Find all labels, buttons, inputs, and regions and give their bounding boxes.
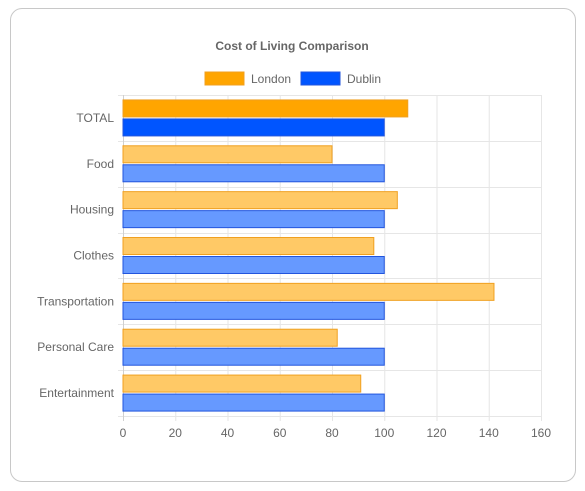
bar-dublin-personal-care <box>122 347 385 366</box>
x-axis-labels: 0 20 40 60 80 100 120 140 160 <box>120 426 552 440</box>
x-tick-label: 0 <box>120 426 127 440</box>
bar-dublin-entertainment <box>122 393 385 412</box>
x-tick-label: 20 <box>169 426 183 440</box>
y-category-label: Personal Care <box>37 340 114 354</box>
bar-london-clothes <box>122 237 375 255</box>
bar-london-total <box>122 99 409 118</box>
legend-swatch-london <box>204 71 245 86</box>
bar-dublin-transportation <box>122 301 385 320</box>
y-category-label: TOTAL <box>76 111 114 125</box>
bar-dublin-housing <box>122 210 385 229</box>
bar-dublin-total <box>122 118 385 137</box>
bar-dublin-clothes <box>122 256 385 274</box>
x-tick-label: 120 <box>426 426 446 440</box>
bar-dublin-food <box>122 164 385 183</box>
legend-label-dublin: Dublin <box>347 72 381 86</box>
x-tick-label: 100 <box>374 426 394 440</box>
x-tick-label: 40 <box>221 426 235 440</box>
bar-london-entertainment <box>122 374 362 393</box>
y-category-label: Transportation <box>37 294 114 308</box>
bar-london-personal-care <box>122 328 338 347</box>
legend-swatch-dublin <box>300 71 341 86</box>
x-tick-label: 140 <box>479 426 499 440</box>
x-tick-label: 60 <box>273 426 287 440</box>
x-tick-label: 160 <box>531 426 551 440</box>
bar-london-housing <box>122 191 398 210</box>
x-tick-label: 80 <box>325 426 339 440</box>
y-axis-labels: TOTAL Food Housing Clothes Transportation Per… <box>37 111 115 400</box>
bars <box>122 99 495 412</box>
y-category-label: Entertainment <box>39 386 114 400</box>
y-category-label: Food <box>87 157 114 171</box>
legend-label-london: London <box>251 72 291 86</box>
bar-london-food <box>122 145 333 164</box>
legend: London Dublin <box>204 71 381 86</box>
bar-london-transportation <box>122 282 495 301</box>
y-category-label: Housing <box>70 203 114 217</box>
chart-title: Cost of Living Comparison <box>215 39 368 53</box>
y-category-label: Clothes <box>73 249 114 263</box>
